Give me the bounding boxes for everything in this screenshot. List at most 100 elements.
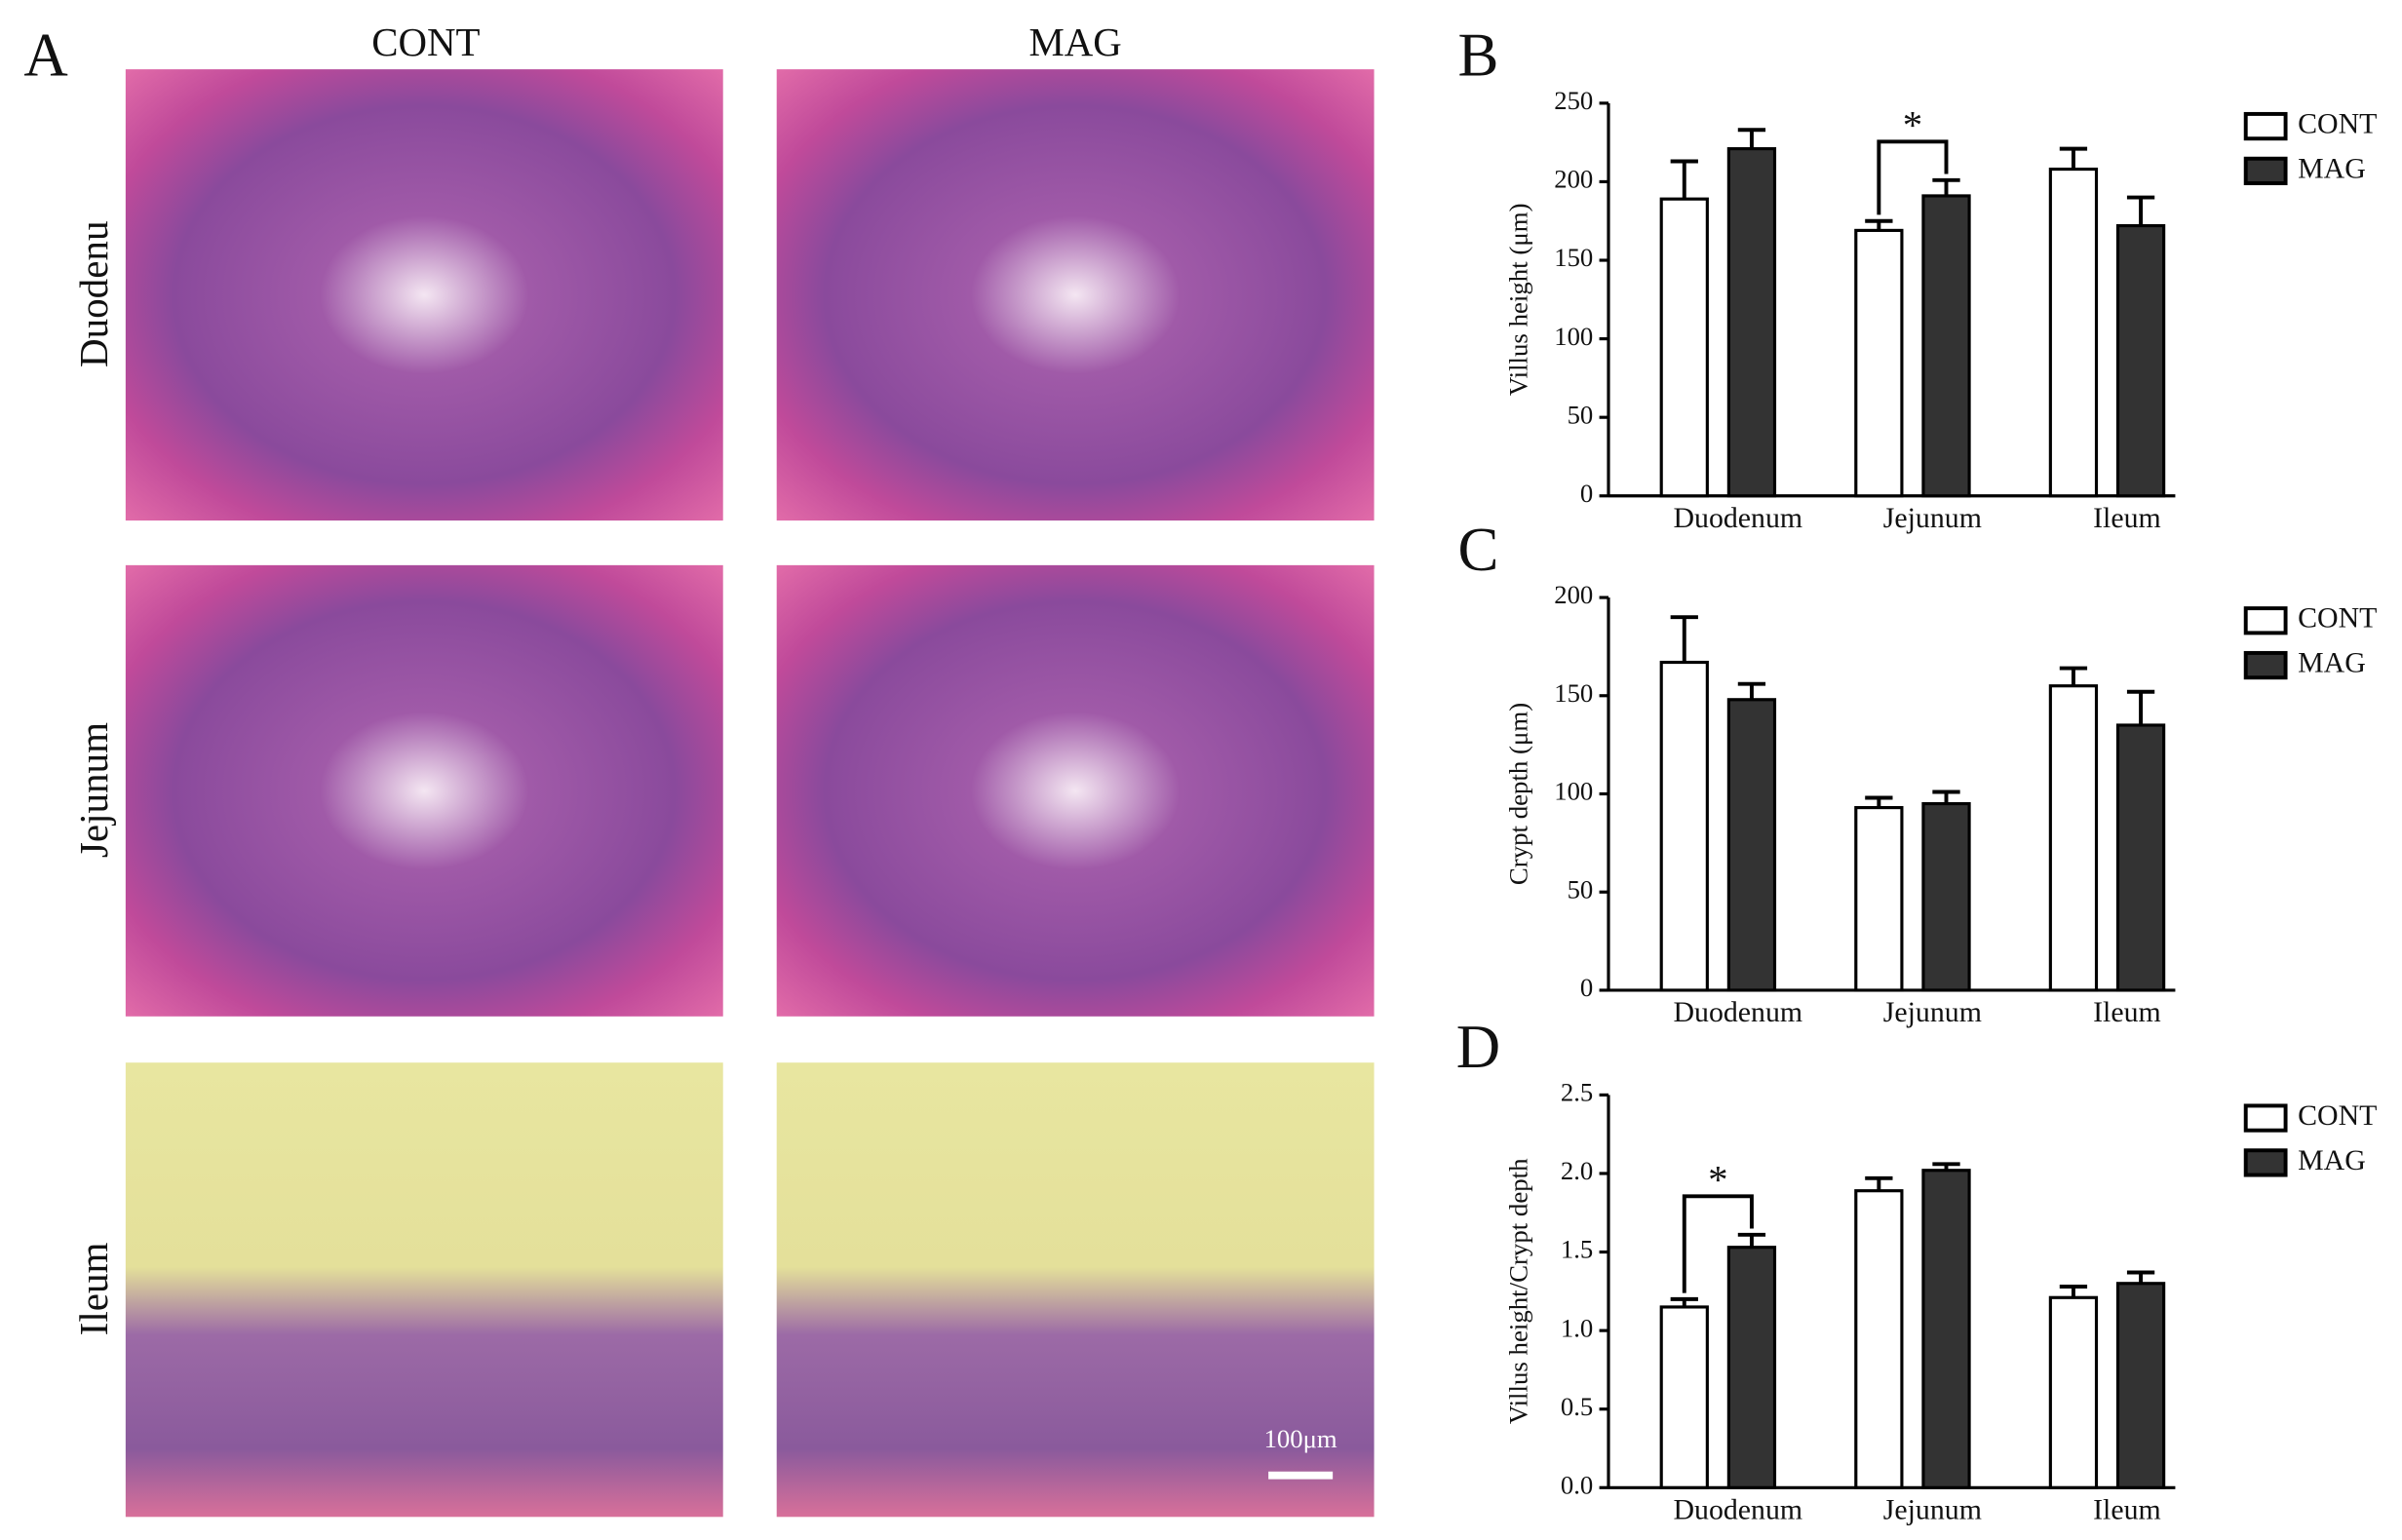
error-bar [1670,159,1698,200]
y-tick-label: 1.0 [1561,1313,1593,1342]
legend-label: CONT [2298,1099,2377,1132]
x-tick-label: Ileum [2093,1493,2161,1525]
y-tick-label: 250 [1554,86,1593,115]
y-tick-label: 50 [1568,400,1594,429]
legend-label: CONT [2298,107,2377,139]
bar [2048,684,2099,992]
error-bar [2126,195,2155,226]
panel-letter: B [1457,21,1498,90]
panel-letter: A [23,21,68,90]
scale-label: 100μm [1264,1424,1337,1453]
row-label: Jejunum [71,722,116,858]
y-tick-label: 2.5 [1561,1077,1593,1106]
y-tick-label: 2.0 [1561,1156,1593,1185]
bar [2048,1295,2099,1489]
y-tick-label: 0 [1580,973,1593,1002]
error-bar [1932,177,1960,196]
micrograph [125,1062,723,1518]
y-tick-label: 0.0 [1561,1470,1593,1499]
error-bar [1865,1175,1893,1191]
y-tick-label: 50 [1568,874,1594,904]
significance-bracket [1877,139,1949,215]
bar [1726,1246,1777,1489]
row-label: Duodenu [71,221,116,368]
panel-letter: D [1456,1013,1500,1081]
error-bar [1670,1296,1698,1307]
error-bar [1737,128,1766,149]
error-bar [2059,146,2088,170]
bar [1726,147,1777,498]
significance-bracket [1682,1194,1754,1293]
x-tick-label: Ileum [2093,502,2161,534]
bar [2115,723,2166,992]
error-bar [2059,666,2088,686]
y-tick-label: 1.5 [1561,1235,1593,1264]
significance-label: * [1903,102,1922,147]
bar [1659,660,1709,992]
panel-letter: C [1457,516,1498,584]
micrograph [776,564,1375,1017]
y-tick-label: 0 [1580,479,1593,508]
bar [2115,1282,2166,1489]
x-tick-label: Jejunum [1883,1493,1982,1525]
x-tick-label: Duodenum [1673,1493,1802,1525]
y-tick-label: 100 [1554,777,1593,806]
legend-swatch [2243,1103,2288,1133]
error-bar [1932,789,1960,804]
legend-label: MAG [2298,646,2366,678]
bar [1659,1305,1709,1489]
y-tick-label: 200 [1554,580,1593,609]
x-tick-label: Duodenum [1673,996,1802,1028]
error-bar [1932,1162,1960,1171]
error-bar [1737,681,1766,700]
x-tick-label: Jejunum [1883,996,1982,1028]
significance-label: * [1708,1157,1727,1202]
micrograph [125,564,723,1017]
bar [1921,1169,1971,1489]
x-tick-label: Jejunum [1883,502,1982,534]
micrograph [776,1062,1375,1518]
y-tick-label: 150 [1554,678,1593,708]
y-tick-label: 100 [1554,322,1593,351]
legend-swatch [2243,111,2288,141]
legend-swatch [2243,1148,2288,1177]
bar [1854,228,1904,498]
y-axis-label: Villus height (μm) [1504,203,1533,396]
legend-label: MAG [2298,152,2366,184]
bar [1726,698,1777,992]
legend-label: CONT [2298,602,2377,635]
bar [1854,1189,1904,1489]
legend-swatch [2243,650,2288,680]
x-tick-label: Ileum [2093,996,2161,1028]
error-bar [1865,795,1893,808]
bar [2115,223,2166,498]
micrograph [776,69,1375,521]
bar [1854,806,1904,992]
error-bar [1737,1232,1766,1248]
y-tick-label: 200 [1554,165,1593,194]
micrographs [125,69,1375,1518]
bar [2048,167,2099,498]
legend-swatch [2243,156,2288,185]
error-bar [2059,1285,2088,1298]
y-axis-label: Crypt depth (μm) [1504,703,1533,885]
micrograph [125,69,723,521]
bar [1659,197,1709,498]
error-bar [2126,689,2155,725]
y-tick-label: 150 [1554,243,1593,272]
bar [1921,801,1971,992]
error-bar [1670,615,1698,663]
bar [1921,194,1971,498]
column-label: CONT [371,19,480,64]
error-bar [1865,218,1893,231]
y-axis-label: Villus height/Crypt depth [1504,1158,1533,1424]
x-tick-label: Duodenum [1673,502,1802,534]
legend-swatch [2243,606,2288,635]
column-label: MAG [1028,19,1121,64]
legend-label: MAG [2298,1144,2366,1176]
y-tick-label: 0.5 [1561,1392,1593,1421]
error-bar [2126,1270,2155,1284]
row-label: Ileum [71,1242,116,1335]
